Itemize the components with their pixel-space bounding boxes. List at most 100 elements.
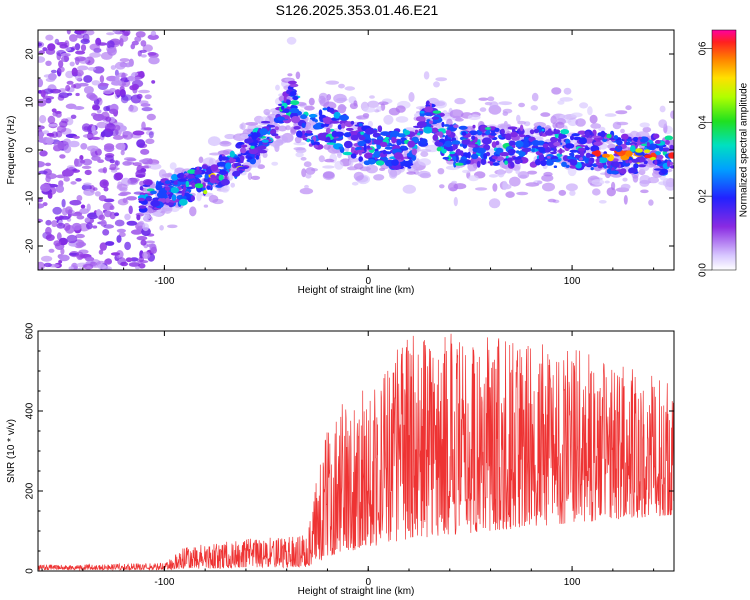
heatmap-cell: [400, 145, 408, 149]
heatmap-cell: [393, 152, 403, 160]
heatmap-cell: [138, 205, 147, 209]
heatmap-cell: [38, 161, 45, 168]
heatmap-cell: [590, 167, 594, 171]
heatmap-cell: [38, 78, 44, 88]
heatmap-cell: [59, 44, 68, 49]
heatmap-cell: [329, 120, 340, 124]
heatmap-cell: [530, 105, 538, 111]
heatmap-cell: [136, 236, 148, 241]
heatmap-cell: [89, 94, 98, 101]
heatmap-cell: [112, 30, 121, 33]
heatmap-cell: [114, 89, 122, 96]
heatmap-cell: [449, 109, 464, 119]
heatmap-cell: [411, 154, 417, 161]
heatmap-cell: [313, 144, 319, 149]
heatmap-cell: [143, 213, 152, 220]
heatmap-cell: [541, 174, 554, 182]
heatmap-cell: [475, 187, 488, 191]
heatmap-cell: [136, 214, 141, 221]
heatmap-cell: [649, 156, 656, 161]
heatmap-cell: [100, 51, 113, 60]
heatmap-cell: [472, 124, 476, 129]
heatmap-cell: [103, 224, 115, 229]
heatmap-cell: [259, 128, 268, 136]
heatmap-cell: [74, 158, 79, 167]
heatmap-cell: [38, 98, 47, 107]
heatmap-cell: [150, 246, 157, 254]
heatmap-cell: [358, 136, 366, 141]
heatmap-cell: [550, 136, 559, 143]
heatmap-cell: [515, 169, 520, 175]
heatmap-cell: [301, 122, 306, 128]
heatmap-cell: [504, 160, 508, 165]
heatmap-cell: [391, 136, 397, 144]
heatmap-cell: [593, 141, 603, 146]
heatmap-cell: [207, 136, 221, 147]
heatmap-cell: [138, 100, 149, 104]
heatmap-cell: [560, 129, 570, 135]
heatmap-cell: [344, 147, 350, 152]
heatmap-cell: [180, 172, 184, 179]
heatmap-cell: [449, 151, 456, 155]
heatmap-cell: [616, 146, 621, 149]
heatmap-cell: [142, 44, 153, 52]
heatmap-cell: [262, 152, 268, 158]
heatmap-cell: [82, 33, 90, 43]
y-tick-label: -20: [25, 238, 36, 253]
heatmap-cell: [454, 97, 466, 105]
heatmap-cell: [342, 151, 353, 156]
heatmap-cell: [77, 65, 89, 71]
heatmap-cell: [559, 97, 573, 102]
heatmap-cell: [636, 131, 650, 138]
heatmap-cell: [109, 108, 118, 115]
heatmap-cell: [122, 131, 131, 136]
heatmap-cell: [365, 127, 374, 135]
heatmap-cell: [275, 84, 280, 91]
heatmap-cell: [350, 153, 357, 159]
heatmap-cell: [124, 213, 131, 221]
heatmap-cell: [305, 173, 312, 179]
heatmap-cell: [244, 138, 254, 144]
heatmap-cell: [287, 80, 297, 85]
heatmap-cell: [128, 262, 141, 267]
heatmap-cell: [147, 34, 159, 40]
heatmap-cell: [135, 31, 146, 38]
heatmap-cell: [99, 179, 109, 189]
heatmap-cell: [505, 191, 515, 198]
heatmap-cell: [367, 100, 380, 109]
heatmap-cell: [491, 141, 497, 149]
heatmap-cell: [57, 66, 65, 73]
heatmap-cell: [70, 114, 77, 120]
heatmap-cell: [68, 140, 80, 148]
heatmap-cell: [459, 150, 464, 157]
heatmap-cell: [172, 179, 179, 185]
heatmap-cell: [373, 174, 385, 181]
heatmap-cell: [510, 131, 518, 138]
heatmap-cell: [61, 207, 69, 216]
heatmap-cell: [653, 133, 660, 139]
heatmap-cell: [232, 170, 241, 177]
heatmap-cell: [148, 163, 162, 170]
heatmap-cell: [289, 91, 297, 97]
heatmap-cell: [114, 219, 125, 227]
heatmap-cell: [345, 127, 354, 131]
heatmap-cell: [603, 164, 608, 169]
heatmap-cell: [620, 128, 625, 134]
heatmap-cell: [592, 188, 601, 196]
heatmap-cell: [659, 105, 666, 113]
heatmap-cell: [127, 76, 134, 81]
y-tick-label: 200: [25, 482, 36, 499]
heatmap-cell: [465, 160, 470, 164]
heatmap-cell: [579, 137, 587, 145]
heatmap-cell: [53, 240, 62, 247]
heatmap-cell: [87, 67, 97, 71]
heatmap-cell: [569, 149, 579, 153]
heatmap-cell: [656, 154, 664, 160]
heatmap-cell: [527, 170, 538, 175]
heatmap-cell: [467, 162, 478, 172]
heatmap-cell: [439, 131, 443, 139]
heatmap-cell: [293, 147, 306, 151]
heatmap-cell: [145, 197, 152, 202]
heatmap-cell: [84, 169, 92, 176]
heatmap-cell: [104, 154, 114, 162]
